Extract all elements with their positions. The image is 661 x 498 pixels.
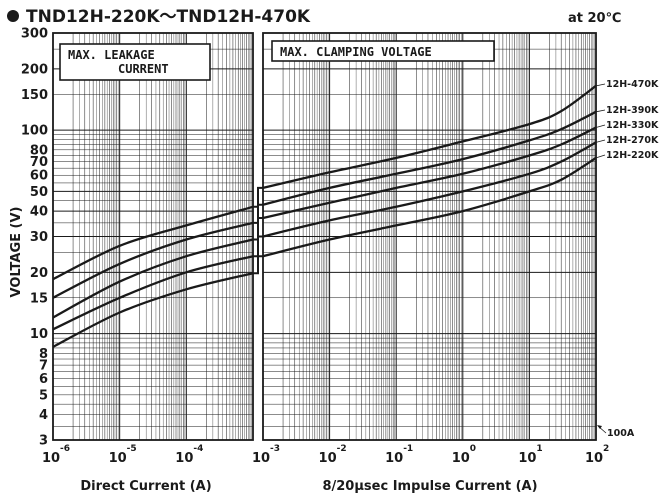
series-label: 12H-270K	[606, 135, 659, 146]
title-bullet-icon	[7, 10, 19, 22]
panel-label-box	[271, 40, 495, 62]
x-tick-exponent: 0	[470, 444, 476, 454]
y-tick-label: 30	[30, 230, 48, 245]
x-axis-label-impulse-current: 8/20µsec Impulse Current (A)	[322, 479, 537, 494]
y-tick-label: 200	[21, 62, 48, 77]
x-tick-label: 10	[452, 451, 470, 466]
panel-connector	[253, 255, 263, 275]
series-leader	[595, 124, 606, 128]
x-tick-label: 10	[175, 451, 193, 466]
curve-leakage-2	[52, 221, 254, 299]
curve-clamping-12h-270k	[262, 141, 597, 238]
y-tick-label: 60	[30, 169, 48, 184]
x-tick-exponent: -5	[127, 444, 137, 454]
panel-label-line: MAX. CLAMPING VOLTAGE	[280, 45, 432, 59]
x-tick-label: 10	[252, 451, 270, 466]
curve-clamping-12h-470k	[262, 84, 597, 190]
curve-clamping-12h-220k	[262, 156, 597, 258]
y-tick-label: 100	[21, 124, 48, 139]
series-label: 12H-390K	[606, 105, 659, 116]
series-leader	[595, 83, 606, 87]
x-tick-exponent: 2	[603, 444, 609, 454]
curve-leakage-4	[52, 255, 254, 331]
y-tick-label: 7	[39, 359, 48, 374]
annotation-label: 100A	[607, 428, 635, 439]
x-tick-label: 10	[385, 451, 403, 466]
x-tick-label: 10	[518, 451, 536, 466]
y-tick-label: 3	[39, 434, 48, 449]
y-tick-label: 8	[39, 347, 48, 362]
y-tick-label: 50	[30, 185, 48, 200]
x-tick-exponent: -1	[403, 444, 413, 454]
y-tick-label: 80	[30, 143, 48, 158]
tick-label-layer: 34567810152030405060708010015020030010-6…	[21, 27, 609, 467]
y-tick-label: 40	[30, 205, 48, 220]
temperature-condition: at 20℃	[568, 11, 621, 26]
x-tick-exponent: 1	[536, 444, 542, 454]
panel-connector	[253, 203, 263, 224]
curve-leakage-1	[52, 205, 254, 281]
series-label: 12H-220K	[606, 150, 659, 161]
y-tick-label: 300	[21, 27, 48, 42]
series-label: 12H-470K	[606, 79, 659, 90]
series-leader	[595, 154, 606, 159]
x-tick-exponent: -6	[60, 444, 70, 454]
x-tick-exponent: -4	[193, 444, 203, 454]
series-label-layer: 12H-470K 12H-390K 12H-330K 12H-270K 12H-220K…	[595, 79, 659, 439]
x-tick-label: 10	[42, 451, 60, 466]
y-tick-label: 20	[30, 266, 48, 281]
panel-connector	[253, 186, 263, 208]
curve-layer	[52, 84, 597, 348]
y-tick-label: 70	[30, 155, 48, 170]
chart-title: TND12H-220K〜TND12H-470K	[26, 7, 311, 27]
y-tick-label: 4	[39, 408, 48, 423]
grid-layer	[52, 32, 597, 441]
x-tick-label: 10	[585, 451, 603, 466]
y-tick-label: 10	[30, 327, 48, 342]
chart-header: TND12H-220K〜TND12H-470K at 20℃	[7, 7, 621, 27]
curve-leakage-3	[52, 238, 254, 319]
series-leader	[595, 109, 606, 113]
y-tick-label: 6	[39, 372, 48, 387]
curve-clamping-12h-330k	[262, 126, 597, 220]
y-axis-label: VOLTAGE (V)	[9, 207, 24, 298]
panel-label-box	[59, 43, 211, 81]
x-axis-label-direct-current: Direct Current (A)	[80, 479, 211, 494]
panel-frame	[52, 32, 254, 441]
x-tick-label: 10	[109, 451, 127, 466]
y-tick-label: 15	[30, 291, 48, 306]
curve-leakage-5	[52, 272, 254, 348]
x-tick-label: 10	[319, 451, 337, 466]
x-tick-exponent: -2	[337, 444, 347, 454]
panel-label-line: MAX. LEAKAGE	[68, 48, 155, 62]
panel-connector	[253, 235, 263, 258]
annotation-arrowhead	[597, 425, 602, 429]
panel-connector	[253, 217, 263, 241]
y-tick-label: 5	[39, 388, 48, 403]
series-label: 12H-330K	[606, 120, 659, 131]
y-tick-label: 150	[21, 88, 48, 103]
panel-label-line: CURRENT	[118, 62, 169, 76]
curve-clamping-12h-390k	[262, 110, 597, 206]
series-leader	[595, 139, 606, 143]
x-tick-exponent: -3	[270, 444, 280, 454]
